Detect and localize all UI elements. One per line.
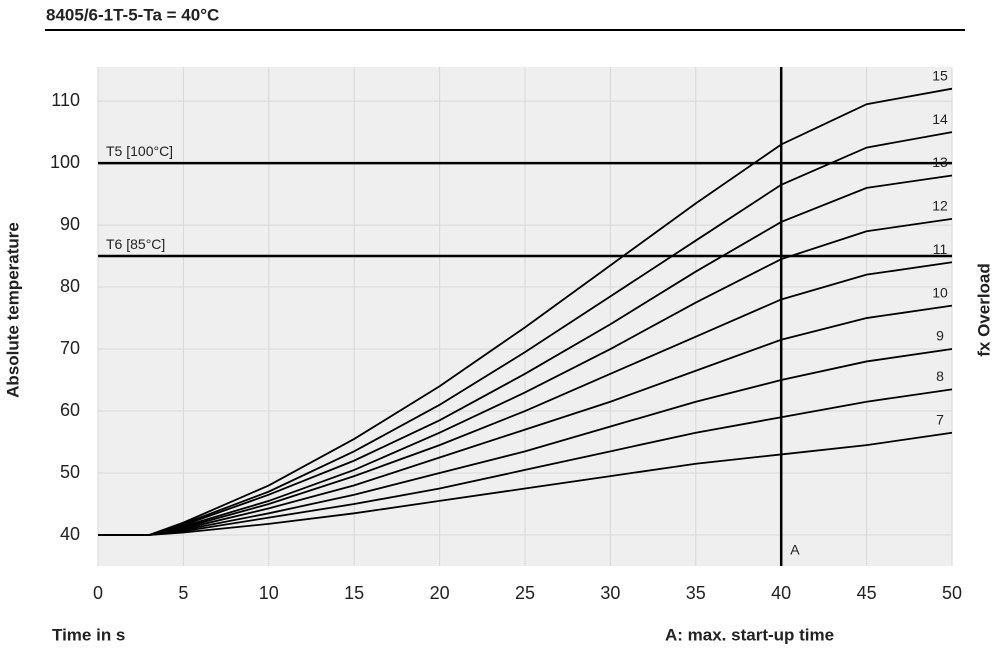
y2-axis-label: fx Overload (974, 263, 993, 357)
x-tick-label: 5 (178, 583, 188, 603)
x-axis-label: Time in s (52, 625, 125, 644)
y-tick-label: 40 (60, 524, 80, 544)
x-tick-label: 10 (259, 583, 279, 603)
series-line (98, 87, 953, 536)
x-tick-label: 35 (686, 583, 706, 603)
reference-label: T5 [100°C] (106, 143, 173, 159)
y-tick-label: 90 (60, 214, 80, 234)
series-label: 7 (936, 411, 944, 427)
x-tick-label: 25 (515, 583, 535, 603)
series-label: 15 (932, 67, 948, 83)
y-axis-label: Absolute temperature (3, 222, 22, 398)
series-label: 13 (932, 154, 948, 170)
x-tick-label: 30 (600, 583, 620, 603)
x-tick-label: 50 (942, 583, 962, 603)
series-line (98, 388, 953, 536)
x-tick-label: 40 (771, 583, 791, 603)
x-tick-label: 0 (93, 583, 103, 603)
reference-label: A (790, 542, 800, 558)
y-tick-label: 100 (50, 152, 80, 172)
series-label: 12 (932, 198, 948, 214)
y-tick-label: 70 (60, 338, 80, 358)
series-line (98, 261, 953, 536)
y-tick-label: 60 (60, 400, 80, 420)
y-tick-label: 110 (51, 90, 80, 110)
x-tick-label: 45 (857, 583, 877, 603)
series-line (98, 431, 953, 536)
y-tick-label: 80 (60, 276, 80, 296)
series-label: 10 (932, 284, 948, 300)
series-line (98, 304, 953, 536)
series-label: 8 (936, 368, 944, 384)
series-label: 11 (933, 241, 948, 257)
note: A: max. start-up time (665, 625, 834, 644)
y-tick-label: 50 (60, 462, 80, 482)
series-line (98, 174, 953, 536)
x-tick-label: 15 (344, 583, 364, 603)
series-line (98, 348, 953, 536)
chart-title: 8405/6-1T-5-Ta = 40°C (46, 5, 219, 24)
reference-label: T6 [85°C] (106, 236, 165, 252)
series-label: 14 (932, 111, 948, 127)
series-label: 9 (936, 328, 944, 344)
x-tick-label: 20 (430, 583, 450, 603)
series-line (98, 217, 953, 536)
series-line (98, 131, 953, 536)
